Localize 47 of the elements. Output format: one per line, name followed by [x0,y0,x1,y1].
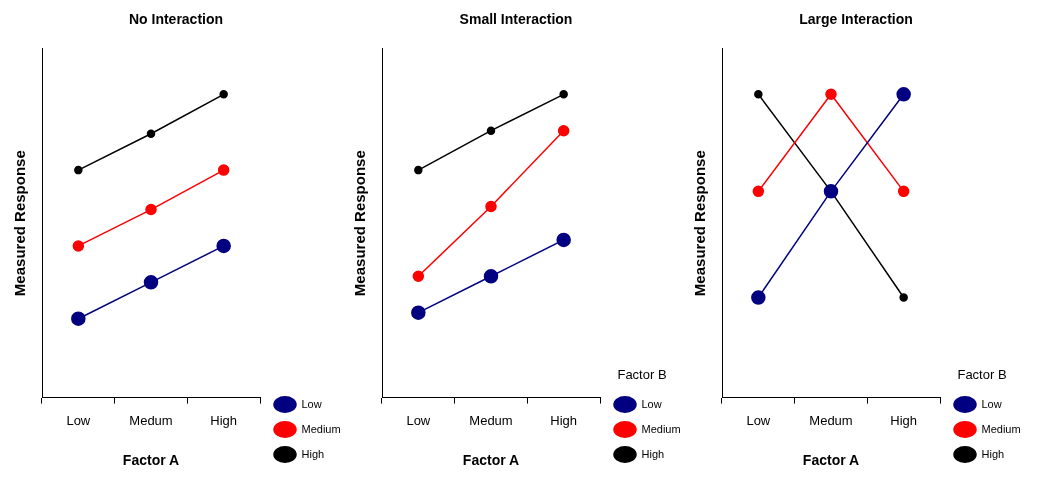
x-tick-label: Medum [129,412,173,428]
point [216,238,231,254]
point [143,275,159,290]
point [219,90,228,99]
chart-title: Large Interaction [799,11,913,28]
x-tick-label: High [890,412,918,428]
point [412,270,425,283]
chart-title: Small Interaction [459,11,573,28]
point [414,165,423,175]
point [217,164,230,176]
y-axis-title: Measured Response [351,150,369,297]
legend-label: Medium [641,422,681,435]
legend-label: Low [981,397,1002,410]
legend-label: High [981,447,1005,460]
x-tick-label: High [550,412,578,428]
legend-label: Medium [301,422,341,435]
legend-label: High [301,447,325,460]
legend-label: Low [641,397,662,410]
y-axis-title: Measured Response [11,150,29,297]
x-axis-title: Factor A [462,452,520,469]
point [145,203,157,216]
x-tick-label: Low [746,412,771,428]
x-tick-label: Low [66,412,91,428]
point [71,311,86,326]
legend-label: High [641,447,665,460]
legend-title: Factor B [617,367,667,383]
point [146,129,156,138]
legend-title: Factor B [957,367,1007,383]
x-tick-label: Low [406,412,431,428]
point [483,269,499,284]
legend-label: Low [301,397,322,410]
point [556,232,571,248]
x-axis-title: Factor A [802,452,860,469]
point [411,305,426,320]
point [557,124,570,137]
x-tick-label: High [210,412,238,428]
chart-title: No Interaction [128,11,224,28]
x-tick-label: Medum [809,412,853,428]
point [559,90,568,99]
y-axis-title: Measured Response [691,150,709,297]
point [486,126,496,135]
point [72,240,85,252]
point [485,200,497,213]
point [74,165,83,175]
legend-label: Medium [981,422,1021,435]
x-tick-label: Medum [469,412,513,428]
x-axis-title: Factor A [122,452,180,469]
